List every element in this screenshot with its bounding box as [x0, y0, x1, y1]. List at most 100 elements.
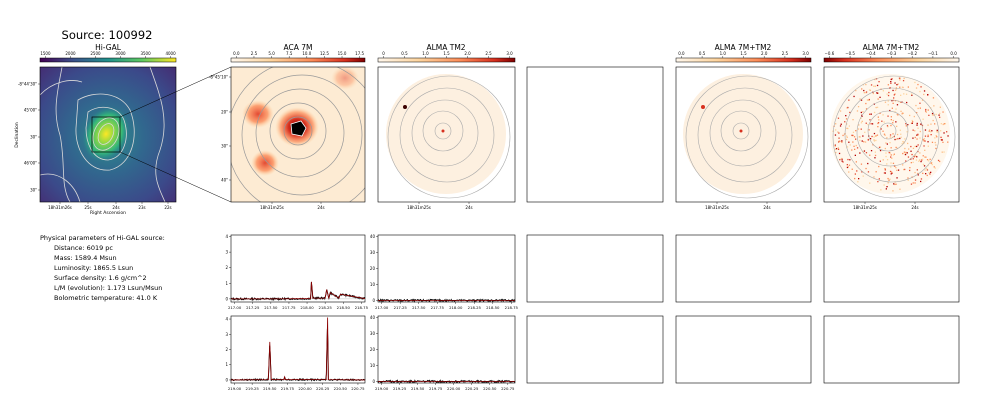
noise-speckle	[926, 174, 928, 177]
spectrum-frame	[377, 315, 516, 384]
higal-colorbar-ticks: 1500 2000 2500 3000 3500 4000	[40, 51, 176, 58]
noise-speckle	[856, 147, 859, 149]
combo-neg-frame	[823, 66, 960, 203]
noise-speckle	[851, 149, 853, 151]
noise-speckle	[911, 176, 913, 178]
noise-speckle	[887, 115, 889, 117]
spectrum-line	[231, 281, 366, 300]
noise-speckle	[870, 84, 873, 86]
noise-speckle	[853, 145, 855, 147]
noise-speckle	[838, 132, 840, 134]
noise-speckle	[931, 163, 933, 166]
y-tick-label: 40	[370, 234, 376, 239]
noise-speckle	[861, 88, 863, 90]
noise-speckle	[855, 89, 857, 92]
aca-colorbar	[230, 57, 366, 63]
noise-speckle	[858, 178, 860, 180]
noise-speckle	[926, 159, 929, 161]
combo-primary-beam	[683, 74, 803, 194]
noise-speckle	[899, 79, 901, 81]
x-tick-label: 217.75	[282, 305, 296, 310]
combo-panel: ALMA 7M+TM2 0.0 0.5 1.0 1.5 2.0 2.5 3.0 18h31m…	[675, 43, 812, 210]
noise-speckle	[901, 112, 904, 114]
noise-speckle	[879, 149, 882, 152]
x-tick-label: 217.00	[375, 305, 389, 310]
noise-speckle	[904, 153, 907, 156]
noise-speckle	[929, 129, 931, 131]
x-tick-label: 220.00	[447, 386, 461, 391]
spectrum-aca-lower: 0 1 2 3 4 219.00 219.25 219.50 219.75 220.00 220.2…	[225, 315, 366, 391]
noise-speckle	[856, 110, 859, 112]
noise-speckle	[927, 124, 929, 126]
noise-speckle	[939, 112, 941, 115]
tm2-contours	[387, 75, 511, 199]
y-tick-label: 46'00"	[24, 161, 37, 166]
noise-speckle	[889, 109, 891, 112]
noise-speckle	[869, 138, 872, 140]
noise-speckle	[835, 123, 837, 125]
noise-speckle	[863, 150, 866, 152]
noise-speckle	[921, 159, 923, 161]
noise-speckle	[915, 155, 917, 157]
noise-speckle	[861, 120, 863, 122]
noise-speckle	[928, 130, 930, 132]
noise-speckle	[891, 157, 893, 159]
noise-speckle	[895, 146, 897, 149]
noise-speckle	[920, 160, 922, 163]
spectrum-line-black	[377, 379, 516, 384]
noise-speckle	[862, 84, 865, 86]
noise-speckle	[854, 154, 856, 156]
noise-speckle	[854, 173, 856, 175]
noise-speckle	[864, 131, 866, 133]
noise-speckle	[863, 141, 865, 143]
noise-speckle	[940, 123, 942, 125]
combo-contours	[685, 75, 809, 199]
noise-speckle	[895, 87, 897, 89]
x-tick-label: 219.25	[246, 386, 260, 391]
noise-speckle	[841, 158, 843, 160]
higal-peak	[82, 106, 130, 162]
y-tick-label: 1	[225, 362, 228, 367]
noise-speckle	[932, 119, 934, 122]
noise-speckle	[839, 110, 842, 112]
noise-speckle	[915, 159, 918, 161]
noise-speckle	[925, 108, 927, 111]
higal-zoom-box	[91, 116, 121, 153]
noise-speckle	[877, 122, 879, 125]
noise-speckle	[931, 141, 934, 143]
colorbar-tick-label: 3.0	[802, 51, 809, 56]
noise-speckle	[876, 92, 879, 94]
noise-speckle	[839, 159, 841, 161]
noise-speckle	[860, 99, 863, 101]
noise-speckle	[944, 123, 946, 125]
noise-speckle	[899, 188, 901, 190]
noise-speckle	[943, 151, 945, 153]
noise-speckle	[925, 168, 928, 170]
noise-speckle	[919, 152, 921, 154]
noise-speckle	[919, 130, 921, 133]
noise-speckle	[930, 171, 932, 173]
spectrum-frame	[230, 315, 366, 384]
param-line: L/M (evolution): 1.173 Lsun/Msun	[54, 284, 162, 292]
noise-speckle	[907, 177, 909, 179]
noise-speckle	[925, 110, 927, 113]
combo-neg-colorbar-ticks: −0.6 −0.5 −0.4 −0.3 −0.2 −0.1 0.0	[825, 51, 957, 58]
noise-speckle	[835, 129, 837, 131]
noise-speckle	[887, 177, 889, 180]
noise-speckle	[924, 169, 926, 171]
noise-speckle	[882, 90, 884, 92]
noise-speckle	[892, 119, 894, 122]
noise-speckle	[895, 88, 898, 90]
noise-speckle	[890, 119, 892, 121]
noise-speckle	[943, 132, 945, 134]
noise-speckle	[867, 138, 869, 141]
x-tick-label: 24s	[465, 205, 472, 210]
noise-speckle	[914, 145, 916, 148]
colorbar-tick-label: 3000	[115, 51, 126, 56]
noise-speckle	[912, 121, 914, 123]
noise-speckle	[928, 114, 930, 116]
noise-speckle	[857, 181, 859, 183]
noise-speckle	[842, 134, 844, 137]
noise-speckle	[896, 84, 898, 86]
noise-speckle	[839, 125, 842, 127]
